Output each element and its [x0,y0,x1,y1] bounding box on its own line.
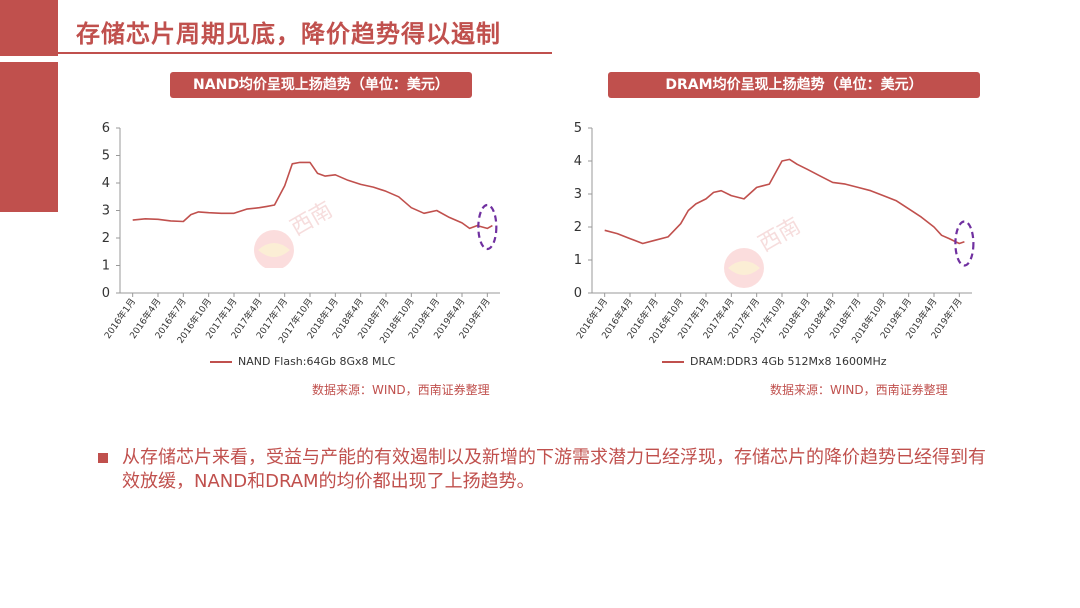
title-underline [58,52,552,54]
left-accent-bar [0,0,58,212]
dram-y-tick-label: 0 [574,286,582,301]
dram-y-tick-label: 1 [574,253,582,268]
dram-legend-label: DRAM:DDR3 4Gb 512Mx8 1600MHz [690,355,887,368]
nand-y-tick-label: 0 [102,286,110,301]
nand-source: 数据来源：WIND，西南证券整理 [312,383,490,397]
dram-series-line [604,158,965,245]
dram-price-chart: 0123452016年1月2016年4月2016年7月2016年10月2017年… [574,121,975,346]
dram-y-tick-label: 3 [574,187,582,202]
dram-y-tick-label: 2 [574,220,582,235]
nand-y-tick-label: 5 [102,149,110,164]
dram-source: 数据来源：WIND，西南证券整理 [770,383,948,397]
nand-highlight-ellipse [477,203,498,251]
left-accent-gap [0,56,58,62]
bullet-text: 从存储芯片来看，受益与产能的有效遏制以及新增的下游需求潜力已经浮现，存储芯片的降… [122,447,986,492]
nand-legend: NAND Flash:64Gb 8Gx8 MLC [210,355,395,368]
nand-legend-swatch [210,361,232,363]
svg-text:西南: 西南 [287,198,338,242]
nand-series-line [132,161,493,230]
dram-highlight-ellipse [954,220,975,267]
nand-y-tick-label: 4 [102,176,110,191]
watermark-logo-icon: 西南 [254,198,338,268]
nand-chart-title: NAND均价呈现上扬趋势（单位：美元） [170,72,472,98]
dram-y-tick-label: 5 [574,121,582,136]
nand-y-tick-label: 1 [102,259,110,274]
watermark-logo-icon-2: 西南 [724,214,806,288]
slide-title: 存储芯片周期见底，降价趋势得以遏制 [76,20,501,48]
nand-legend-label: NAND Flash:64Gb 8Gx8 MLC [238,355,396,368]
nand-y-tick-label: 6 [102,121,110,136]
nand-price-chart: 01234562016年1月2016年4月2016年7月2016年10月2017… [102,121,500,346]
dram-legend-swatch [662,361,684,363]
nand-y-tick-label: 3 [102,204,110,219]
dram-chart-title: DRAM均价呈现上扬趋势（单位：美元） [608,72,980,98]
nand-y-tick-label: 2 [102,231,110,246]
bullet-square-icon [98,453,108,463]
svg-text:西南: 西南 [755,214,806,258]
dram-y-tick-label: 4 [574,154,582,169]
dram-legend: DRAM:DDR3 4Gb 512Mx8 1600MHz [662,355,887,368]
